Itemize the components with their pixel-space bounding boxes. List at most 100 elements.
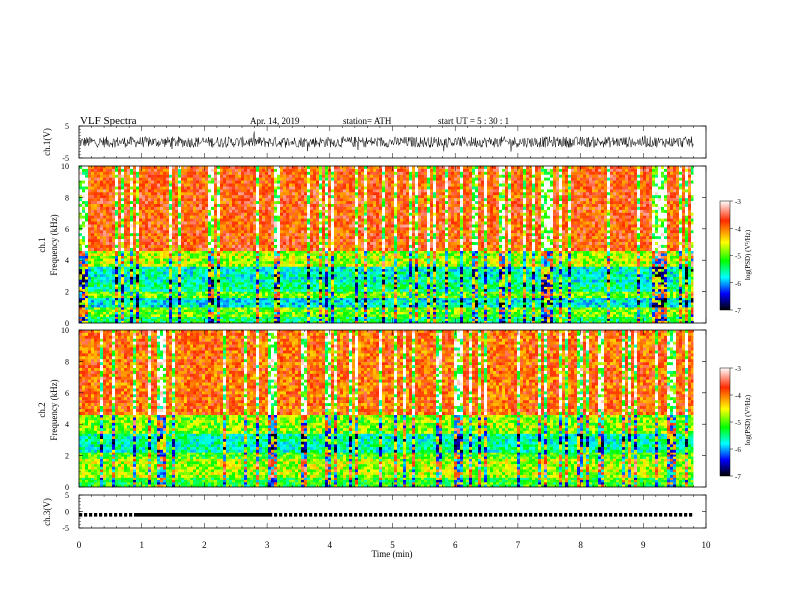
ch1-spectrogram-cell [568, 289, 572, 292]
ch1-spectrogram-cell [388, 274, 392, 278]
ch1-spectrogram-cell [349, 320, 353, 324]
ch1-spectrogram-cell [307, 312, 311, 315]
ch1-spectrogram-cell [520, 271, 524, 275]
ch1-spectrogram-cell [493, 307, 497, 310]
ch1-spectrogram-cell [532, 286, 536, 290]
ch1-spectrogram-cell [193, 297, 197, 301]
ch1-spectrogram-cell [466, 269, 470, 272]
ch1-spectrogram-cell [667, 284, 671, 288]
ch1-spectrogram-cell [313, 266, 317, 270]
ch1-spectrogram-cell [610, 318, 614, 322]
ch1-spectrogram-cell [619, 316, 623, 319]
ch1-spectrogram-cell [574, 286, 578, 290]
ch1-spectrogram-cell [421, 295, 425, 299]
ch1-spectrogram-cell [112, 309, 116, 313]
ch1-spectrogram-cell [349, 284, 353, 288]
ch1-spectrogram-cell [358, 314, 362, 317]
ch1-spectrogram-cell [499, 274, 503, 278]
ch1-spectrogram-cell [367, 302, 371, 306]
ch1-spectrogram-cell [472, 316, 476, 319]
ch1-spectrogram-cell [208, 300, 212, 303]
ch1-spectrogram-cell [670, 295, 674, 299]
ch1-spectrogram-cell [592, 274, 596, 278]
ch1-spectrogram-cell [307, 279, 311, 283]
ch1-spectrogram-cell [637, 314, 641, 317]
ch1-spectrogram-cell [346, 320, 350, 324]
ch1-spectrogram-cell [604, 284, 608, 288]
ch1-spectrogram-cell [586, 314, 590, 317]
ch1-spectrogram-cell [637, 297, 641, 301]
ch1-spectrogram-cell [538, 291, 542, 294]
ch1-spectrogram-cell [163, 289, 167, 292]
ch1-spectrogram-cell [283, 309, 287, 313]
ch1-spectrogram-cell [277, 300, 281, 303]
ch1-spectrogram-cell [292, 289, 296, 292]
ch1-spectrogram-cell [691, 286, 695, 290]
ch1-spectrogram-cell [145, 293, 149, 296]
ch1-spectrogram-cell [547, 302, 551, 306]
ch1-spectrogram-cell [589, 291, 593, 294]
ch1-spectrogram-cell [676, 309, 680, 313]
ch1-spectrogram-cell [289, 307, 293, 310]
ch1-spectrogram-cell [643, 304, 647, 308]
ch1-spectrogram-cell [337, 320, 341, 324]
ch1-spectrogram-cell [199, 307, 203, 310]
ch1-spectrogram-cell [406, 282, 410, 285]
ch1-spectrogram-cell [187, 274, 191, 278]
ch1-spectrogram-cell [181, 286, 185, 290]
ch1-spectrogram-cell [223, 286, 227, 290]
ch1-spectrogram-cell [406, 300, 410, 303]
ch1-spectrogram-cell [664, 286, 668, 290]
ch1-spectrogram-cell [295, 289, 299, 292]
ch1-spectrogram-cell [571, 297, 575, 301]
ch1-spectrogram-cell [568, 269, 572, 272]
ch1-spectrogram-cell [304, 307, 308, 310]
ch1-spectrogram-cell [145, 279, 149, 283]
ch1-spectrogram-cell [235, 302, 239, 306]
ch1-spectrogram-cell [574, 293, 578, 296]
ch1-spectrogram-cell [412, 295, 416, 299]
ch1-spectrogram-cell [562, 312, 566, 315]
ch1-spectrogram-cell [649, 284, 653, 288]
ch1-spectrogram-cell [349, 300, 353, 303]
ch1-spectrogram-cell [559, 282, 563, 285]
ch1-spectrogram-cell [661, 307, 665, 310]
ch1-spectrogram-cell [415, 316, 419, 319]
ch1-spectrogram-cell [319, 297, 323, 301]
ch1-spectrogram-cell [517, 284, 521, 288]
ch1-spectrogram-cell [655, 271, 659, 275]
ch1-spectrogram-cell [538, 271, 542, 275]
ch1-spectrogram-cell [208, 266, 212, 270]
ch1-spectrogram-cell [355, 289, 359, 292]
ch1-spectrogram-cell [475, 284, 479, 288]
ch1-spectrogram-cell [628, 302, 632, 306]
ch1-spectrogram-cell [139, 282, 143, 285]
ch1-spectrogram-cell [574, 300, 578, 303]
ch1-spectrogram-cell [487, 304, 491, 308]
ch1-spectrogram-cell [151, 309, 155, 313]
ch1-spectrogram-cell [178, 293, 182, 296]
ch1-spectrogram-cell [514, 300, 518, 303]
ch1-spectrogram-cell [469, 286, 473, 290]
ch1-spectrogram-cell [487, 291, 491, 294]
ch1-spectrogram-cell [448, 289, 452, 292]
ch1-spectrogram-cell [451, 276, 455, 280]
ch1-spectrogram-cell [622, 295, 626, 299]
ch1-spectrogram-cell [412, 276, 416, 280]
ch1-spectrogram-cell [541, 291, 545, 294]
ch1-spectrogram-cell [646, 314, 650, 317]
ch1-spectrogram-cell [556, 282, 560, 285]
ch1-spectrogram-cell [640, 269, 644, 272]
ch1-spectrogram-cell [412, 320, 416, 324]
ch1-spectrogram-cell [499, 309, 503, 313]
ch1-spectrogram-cell [82, 279, 86, 283]
ch1-spectrogram-cell [382, 318, 386, 322]
ch1-spectrogram-cell [82, 282, 86, 285]
ch1-spectrogram-cell [619, 295, 623, 299]
ch1-spectrogram-cell [169, 295, 173, 299]
ch1-spectrogram-cell [487, 271, 491, 275]
ch1-spectrogram-cell [397, 304, 401, 308]
ch1-spectrogram-cell [382, 320, 386, 324]
ch1-spectrogram-cell [307, 286, 311, 290]
ch1-spectrogram-cell [124, 279, 128, 283]
